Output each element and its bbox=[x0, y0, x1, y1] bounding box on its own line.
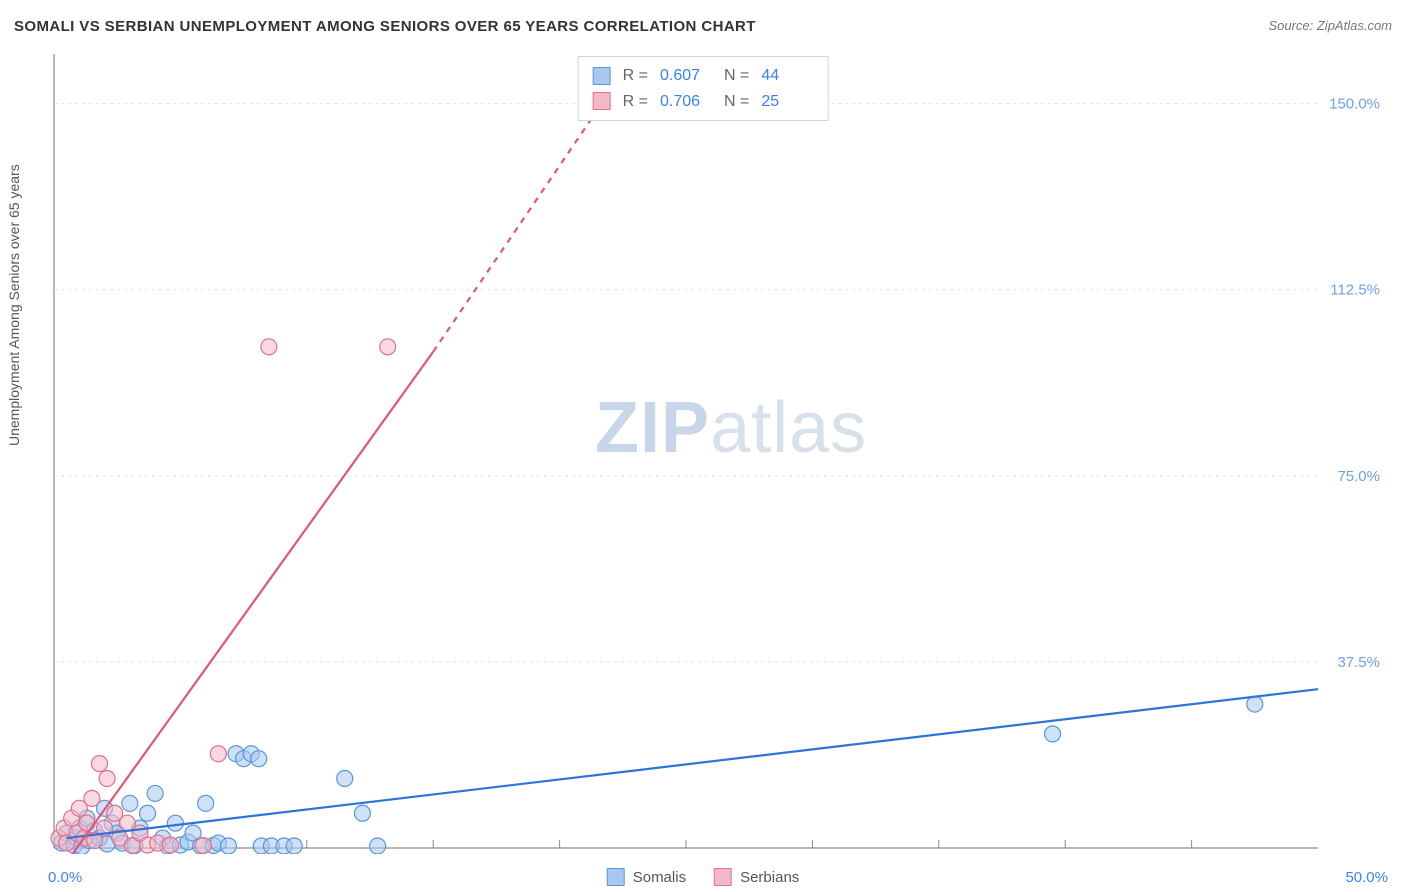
r-label: R = bbox=[623, 63, 648, 89]
n-label: N = bbox=[724, 63, 749, 89]
x-axis-max-label: 50.0% bbox=[1345, 869, 1388, 886]
n-value-serbians: 25 bbox=[761, 89, 813, 115]
svg-text:150.0%: 150.0% bbox=[1329, 96, 1380, 113]
n-value-somalis: 44 bbox=[761, 63, 813, 89]
legend-swatch-serbians bbox=[714, 868, 732, 886]
y-axis-label: Unemployment Among Seniors over 65 years bbox=[6, 164, 22, 446]
x-axis-origin-label: 0.0% bbox=[48, 869, 82, 886]
n-label: N = bbox=[724, 89, 749, 115]
chart-title: SOMALI VS SERBIAN UNEMPLOYMENT AMONG SEN… bbox=[14, 18, 756, 35]
legend-label-somalis: Somalis bbox=[633, 869, 686, 886]
legend-item-serbians: Serbians bbox=[714, 868, 799, 886]
chart-plot-area: 37.5% 75.0% 112.5% 150.0% bbox=[48, 48, 1388, 854]
correlation-row-serbians: R = 0.706 N = 25 bbox=[593, 89, 814, 115]
swatch-somalis bbox=[593, 67, 611, 85]
chart-svg: 37.5% 75.0% 112.5% 150.0% bbox=[48, 48, 1388, 854]
correlation-row-somalis: R = 0.607 N = 44 bbox=[593, 63, 814, 89]
chart-source: Source: ZipAtlas.com bbox=[1268, 18, 1392, 33]
svg-text:112.5%: 112.5% bbox=[1330, 282, 1380, 299]
series-legend: Somalis Serbians bbox=[607, 868, 800, 886]
correlation-legend: R = 0.607 N = 44 R = 0.706 N = 25 bbox=[578, 56, 829, 121]
chart-header: SOMALI VS SERBIAN UNEMPLOYMENT AMONG SEN… bbox=[14, 18, 1392, 35]
r-value-serbians: 0.706 bbox=[660, 89, 712, 115]
legend-swatch-somalis bbox=[607, 868, 625, 886]
legend-label-serbians: Serbians bbox=[740, 869, 799, 886]
swatch-serbians bbox=[593, 92, 611, 110]
r-label: R = bbox=[623, 89, 648, 115]
svg-text:75.0%: 75.0% bbox=[1337, 468, 1380, 485]
svg-text:37.5%: 37.5% bbox=[1337, 654, 1380, 671]
r-value-somalis: 0.607 bbox=[660, 63, 712, 89]
legend-item-somalis: Somalis bbox=[607, 868, 686, 886]
